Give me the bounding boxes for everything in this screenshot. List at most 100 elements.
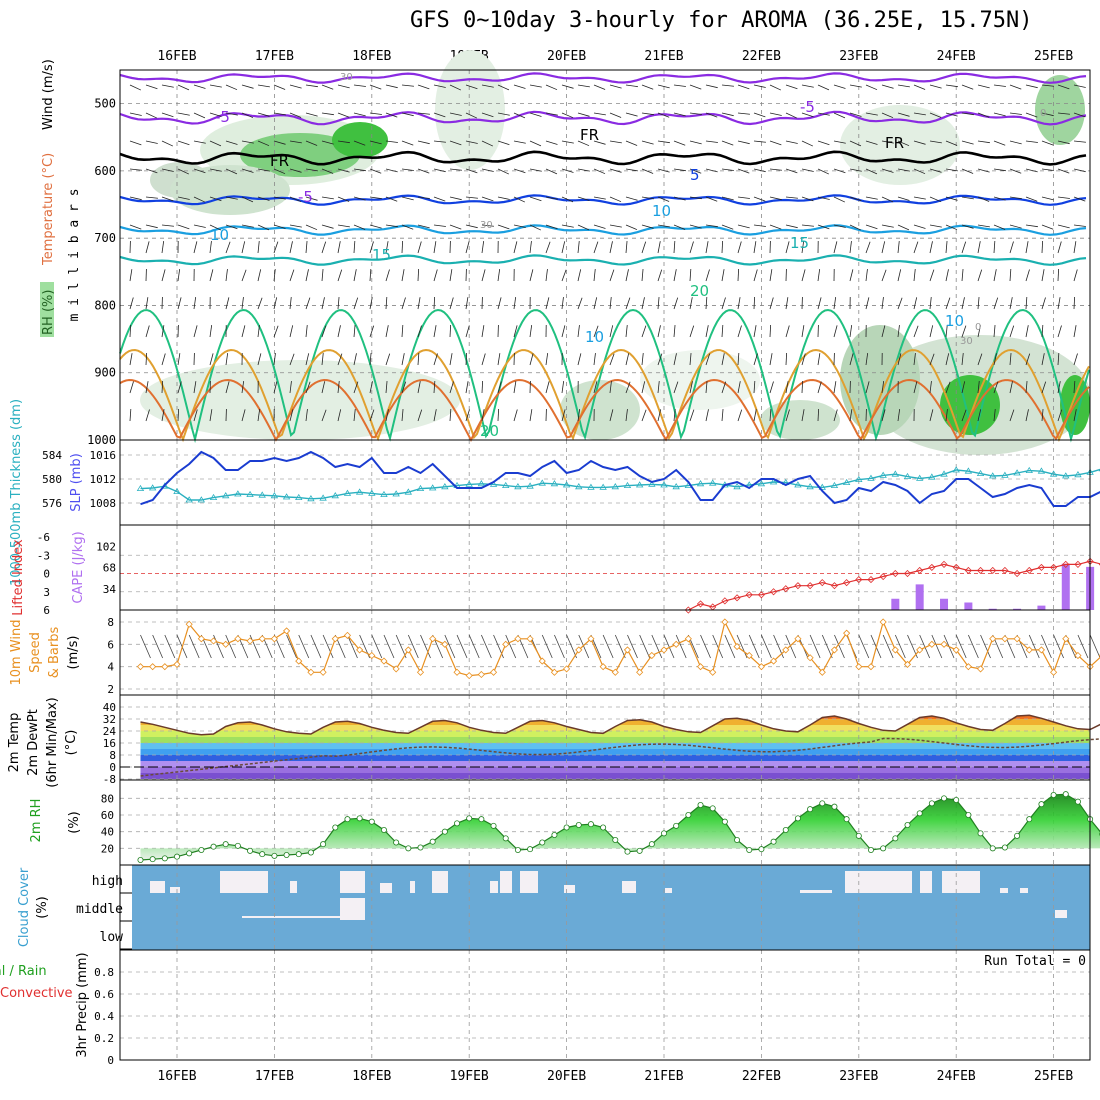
li-point — [1062, 560, 1070, 568]
wind-speed-point — [587, 635, 595, 643]
wind-barb — [833, 84, 846, 89]
wind-barb — [468, 634, 480, 659]
wind-speed-point — [709, 668, 717, 676]
cape-tick-label: 34 — [103, 583, 117, 596]
rh-point — [648, 841, 655, 848]
wind-barb — [289, 325, 294, 338]
wind-barb — [444, 634, 456, 659]
rh-point — [332, 824, 339, 831]
wind-barb — [305, 196, 318, 201]
wind-barb — [241, 325, 246, 338]
wind-barb — [817, 297, 822, 310]
wind-barb — [1057, 381, 1061, 394]
temp-tick-label: 0 — [109, 761, 116, 774]
wind-speed-point — [867, 663, 875, 671]
wind-barb — [433, 140, 446, 143]
wind-barb — [929, 224, 942, 228]
date-label-top: 20FEB — [547, 49, 586, 64]
wind-barb — [385, 381, 388, 394]
wind-barb — [401, 325, 404, 338]
wind-speed-point — [684, 635, 692, 643]
precip-tick-label: 0.4 — [94, 1010, 114, 1023]
wind-barb — [513, 241, 518, 254]
wind-barb — [177, 84, 190, 91]
wind-barb — [369, 409, 375, 422]
wind-barb — [961, 112, 974, 116]
rh-axis-label: 2m RH — [29, 799, 44, 843]
wind-barb — [881, 196, 894, 203]
wind-barb — [593, 269, 596, 282]
wind-barb — [193, 112, 206, 119]
wind-barb — [241, 224, 254, 228]
wind-barb — [321, 409, 327, 422]
thickness-point — [1013, 469, 1021, 476]
wind-barb — [865, 84, 878, 91]
wind-barb — [353, 409, 356, 422]
wind-barb — [433, 168, 446, 173]
slp-tick-label: 1008 — [90, 497, 117, 510]
wind-speed-point — [136, 663, 145, 671]
thickness-point — [234, 490, 242, 497]
wind-speed-point — [989, 635, 997, 643]
wind-barb — [497, 112, 510, 116]
wind-barb — [305, 84, 318, 88]
wind-barb — [881, 325, 886, 338]
wind-barb — [273, 353, 276, 366]
wind-barb — [865, 140, 878, 145]
wind-speed-point — [343, 631, 352, 639]
wind-barb — [401, 168, 414, 171]
wind-barb — [129, 112, 142, 116]
wind-barb — [1057, 196, 1070, 199]
wind-barb — [881, 241, 886, 254]
slp-tick-label: 1012 — [90, 473, 117, 486]
precip-tick-label: 0.2 — [94, 1032, 114, 1045]
wind-barb — [209, 112, 222, 117]
wind-barb — [529, 140, 542, 147]
wind-barb — [689, 84, 702, 90]
cape-bar — [988, 608, 997, 610]
wind-barb — [724, 634, 736, 659]
wind-barb — [1025, 140, 1038, 143]
wind-barb — [529, 325, 533, 338]
wind-barb — [145, 168, 158, 174]
rh-shade — [840, 105, 960, 185]
wind-barb — [369, 224, 382, 229]
thickness-point — [599, 483, 607, 490]
rh-point — [137, 857, 144, 864]
wind-barb — [929, 381, 932, 394]
li-point — [757, 591, 765, 599]
wind-barb — [417, 353, 420, 366]
cloud-level-label: high — [92, 874, 123, 889]
wind-barb — [721, 381, 727, 394]
wind-barb — [273, 269, 276, 282]
wind-barb — [407, 634, 419, 659]
isotherm-15 — [119, 254, 1087, 266]
wind-barb — [769, 224, 782, 230]
wind-barb — [561, 297, 564, 310]
wind-barb — [897, 325, 900, 338]
wind-barb — [561, 112, 574, 119]
wind-barb — [193, 325, 198, 338]
wind-barb — [420, 634, 431, 659]
wind-barb — [712, 634, 724, 659]
wind-speed-point — [380, 657, 388, 665]
wind-barb — [433, 296, 436, 310]
wind-barb — [1057, 325, 1062, 338]
wind-barb — [545, 269, 548, 282]
wind-barb — [401, 297, 406, 310]
wind-barb — [577, 112, 590, 117]
wind-speed-point — [1013, 635, 1021, 643]
wind-barb — [657, 168, 670, 173]
rh-point — [502, 835, 509, 842]
thickness-point — [842, 478, 851, 485]
precip-convective-label: Convective — [0, 986, 73, 1001]
wind-barb — [465, 241, 470, 254]
wind-barb — [225, 381, 230, 394]
wind-barb — [705, 84, 718, 89]
wind-barb — [929, 84, 942, 89]
wind-barb — [561, 381, 565, 394]
rh-point — [916, 810, 923, 817]
wind-barb — [929, 353, 935, 366]
wind-barb — [449, 324, 452, 338]
wind-barb — [513, 325, 518, 338]
